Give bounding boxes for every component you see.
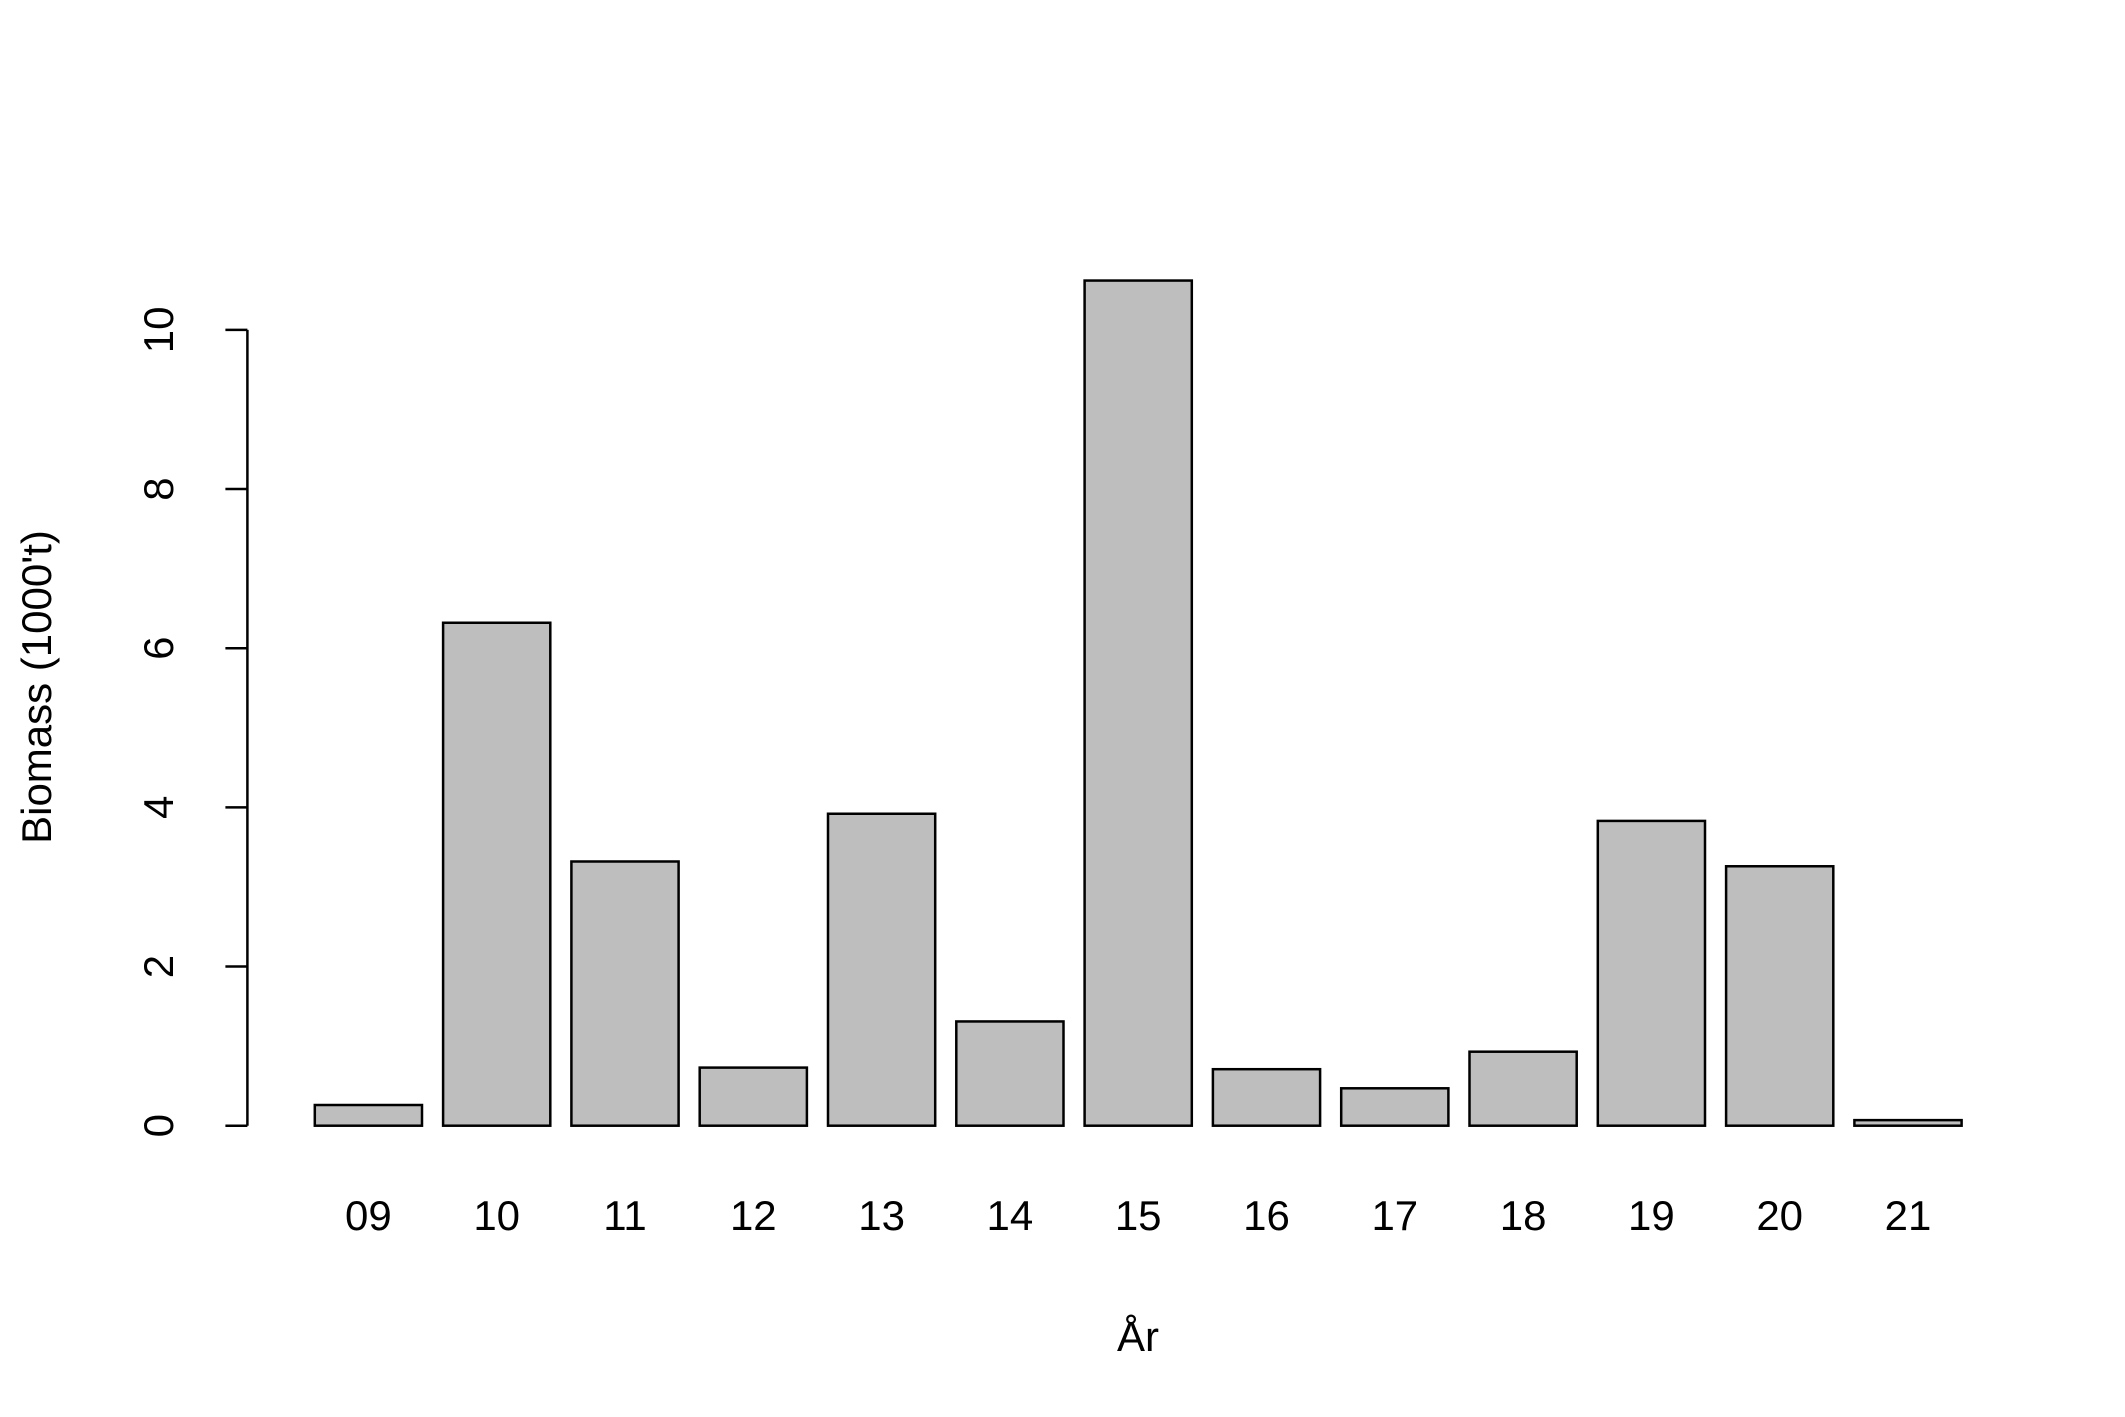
y-tick-label: 10 (135, 307, 182, 354)
bar (955, 1020, 1065, 1127)
x-tick-label: 18 (1500, 1192, 1547, 1239)
bar (1211, 1067, 1322, 1127)
bar (1083, 279, 1194, 1127)
x-tick-label: 16 (1243, 1192, 1290, 1239)
bar (570, 860, 680, 1127)
x-tick-label: 15 (1115, 1192, 1162, 1239)
bar (1339, 1087, 1450, 1127)
bar (1468, 1050, 1578, 1127)
x-tick-label: 12 (730, 1192, 777, 1239)
y-tick-label: 2 (135, 955, 182, 978)
y-tick-label: 6 (135, 637, 182, 660)
bar (1853, 1118, 1963, 1127)
x-tick-label: 09 (345, 1192, 392, 1239)
x-tick-label: 11 (603, 1192, 647, 1239)
bar (1596, 819, 1707, 1127)
y-tick-label: 8 (135, 477, 182, 500)
y-axis-title: Biomass (1000't) (13, 530, 60, 844)
x-tick-label: 10 (473, 1192, 520, 1239)
bar (441, 621, 552, 1127)
x-tick-label: 13 (858, 1192, 905, 1239)
y-tick-label: 0 (135, 1114, 182, 1137)
bar (826, 812, 937, 1127)
bar (313, 1103, 424, 1127)
x-tick-label: 21 (1885, 1192, 1932, 1239)
x-axis-title: År (1117, 1313, 1159, 1360)
x-tick-label: 20 (1756, 1192, 1803, 1239)
bar (698, 1066, 809, 1127)
x-tick-label: 19 (1628, 1192, 1675, 1239)
y-tick-label: 4 (135, 796, 182, 819)
x-tick-label: 14 (987, 1192, 1034, 1239)
x-tick-label: 17 (1371, 1192, 1418, 1239)
bar (1724, 865, 1835, 1127)
